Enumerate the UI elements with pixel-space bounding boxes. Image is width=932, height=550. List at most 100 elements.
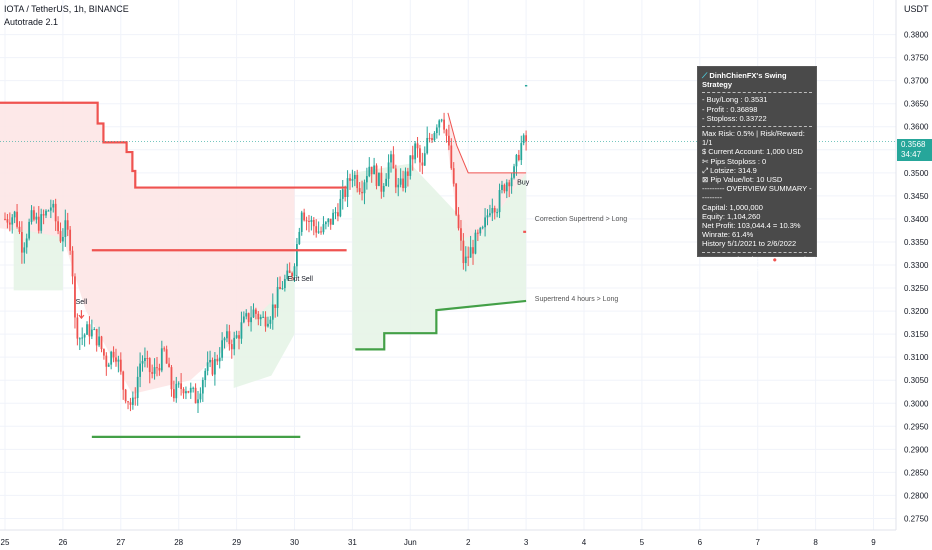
candle-body xyxy=(382,185,385,192)
candle-body xyxy=(428,137,431,139)
candle-body xyxy=(481,227,484,229)
y-tick-label: 0.3350 xyxy=(904,238,929,247)
candle-body xyxy=(74,276,76,318)
candle-body xyxy=(204,370,207,381)
candle-body xyxy=(452,168,455,184)
green-fill-mid xyxy=(233,265,295,389)
x-tick-label: Jun xyxy=(404,538,417,547)
y-tick-label: 0.3450 xyxy=(904,192,929,201)
candle-body xyxy=(49,207,52,211)
candle-body xyxy=(438,120,441,128)
x-tick-label: 31 xyxy=(348,538,357,547)
symbol-title[interactable]: IOTA / TetherUS, 1h, BINANCE xyxy=(4,4,129,14)
supertrend-line: Supertrend : 4 hours ● Uptrend xyxy=(702,255,812,264)
candle-body xyxy=(185,391,187,394)
candle-body xyxy=(20,232,23,253)
x-tick-label: 3 xyxy=(524,538,529,547)
y-tick-label: 0.2800 xyxy=(904,491,929,500)
candle-body xyxy=(308,220,310,222)
candle-body xyxy=(283,278,286,289)
candle-body xyxy=(515,154,518,167)
candle-body xyxy=(62,236,64,242)
candle-body xyxy=(493,208,496,213)
candle-body xyxy=(394,168,397,188)
candle-body xyxy=(25,238,28,248)
candle-body xyxy=(64,220,67,237)
x-tick-label: 4 xyxy=(582,538,587,547)
candle-body xyxy=(136,376,139,398)
divider xyxy=(702,92,812,94)
lotsize-line: ⤢ Lotsize: 314.9 xyxy=(702,165,757,175)
candle-body xyxy=(464,256,467,264)
candle-body xyxy=(508,182,511,187)
candle-body xyxy=(513,166,515,178)
candle-body xyxy=(35,216,38,220)
candle-body xyxy=(312,219,315,227)
x-tick-label: 27 xyxy=(116,538,125,547)
last-price: 0.3568 xyxy=(901,140,926,149)
candle-body xyxy=(414,143,417,160)
candle-body xyxy=(411,155,414,160)
candle-body xyxy=(520,143,523,161)
candle-body xyxy=(404,171,407,189)
last-price-tag: 0.3568 34:47 xyxy=(897,139,932,161)
y-tick-label: 0.3250 xyxy=(904,284,929,293)
candle-body xyxy=(421,162,424,166)
candle-body xyxy=(443,119,445,130)
profit-line: - Profit : 0.36898 xyxy=(702,104,758,114)
candle-body xyxy=(363,182,366,194)
x-tick-label: 25 xyxy=(1,538,10,547)
swing-icon: ⟋ xyxy=(702,71,708,80)
candle-body xyxy=(479,227,482,234)
candle-body xyxy=(223,338,226,341)
candle-body xyxy=(324,222,327,225)
candle-body xyxy=(353,175,356,179)
candle-body xyxy=(30,210,33,222)
candle-body xyxy=(168,363,170,368)
candle-body xyxy=(226,331,228,339)
candle-body xyxy=(262,316,265,318)
candle-body xyxy=(6,219,9,223)
supertrend-value: Uptrend xyxy=(779,254,806,264)
candle-body xyxy=(334,212,337,214)
candle-body xyxy=(269,319,272,324)
candle-body xyxy=(329,218,332,225)
candle-body xyxy=(124,389,127,402)
candle-body xyxy=(402,178,404,189)
candle-body xyxy=(57,221,59,232)
candle-body xyxy=(218,357,221,362)
candle-body xyxy=(110,351,113,365)
x-tick-label: 5 xyxy=(640,538,645,547)
indicator-name[interactable]: Autotrade 2.1 xyxy=(4,17,59,27)
divider xyxy=(702,126,812,128)
capital-line: Capital: 1,000,000 xyxy=(702,202,763,212)
candle-body xyxy=(228,331,231,345)
candle-body xyxy=(298,231,301,245)
x-tick-label: 9 xyxy=(871,538,876,547)
y-tick-label: 0.3100 xyxy=(904,353,929,362)
y-tick-label: 0.3200 xyxy=(904,307,929,316)
candle-body xyxy=(365,176,368,183)
candle-body xyxy=(245,313,248,317)
y-tick-label: 0.3400 xyxy=(904,215,929,224)
candle-body xyxy=(310,219,313,222)
y-tick-label: 0.3650 xyxy=(904,100,929,109)
candle-body xyxy=(286,270,289,279)
red-fill-right xyxy=(447,112,527,238)
candle-body xyxy=(474,232,477,254)
candle-body xyxy=(23,247,26,253)
candle-body xyxy=(370,166,373,175)
x-tick-label: 29 xyxy=(232,538,241,547)
candle-body xyxy=(356,175,359,189)
candle-body xyxy=(189,387,192,393)
candle-body xyxy=(66,220,69,230)
candle-body xyxy=(187,391,190,393)
strategy-title: DinhChienFX's Swing Strategy xyxy=(702,71,787,90)
candle-body xyxy=(503,184,506,192)
candle-body xyxy=(341,189,344,199)
candle-body xyxy=(271,304,274,320)
x-tick-label: 2 xyxy=(466,538,471,547)
candle-body xyxy=(380,172,383,192)
account-line: $ Current Account: 1,000 USD xyxy=(702,147,803,157)
